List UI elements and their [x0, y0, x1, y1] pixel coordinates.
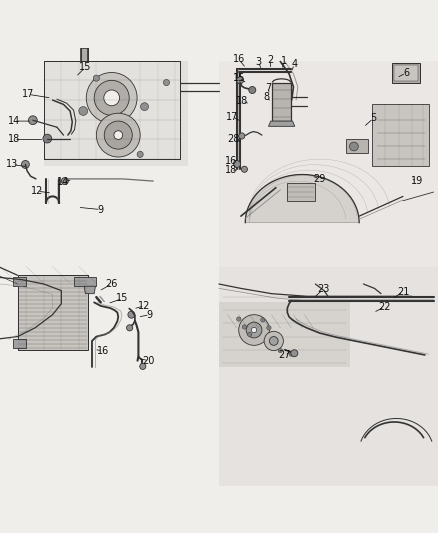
Text: 14: 14 — [8, 116, 20, 126]
Circle shape — [61, 177, 68, 184]
Text: 6: 6 — [403, 68, 409, 78]
Circle shape — [104, 121, 132, 149]
Circle shape — [278, 349, 283, 353]
Polygon shape — [219, 302, 350, 367]
Text: 26: 26 — [106, 279, 118, 289]
Circle shape — [128, 311, 135, 318]
Polygon shape — [394, 65, 418, 81]
Text: 12: 12 — [138, 301, 151, 311]
Polygon shape — [272, 83, 291, 121]
Text: 27: 27 — [279, 350, 291, 360]
Circle shape — [28, 116, 37, 125]
Text: 28: 28 — [228, 134, 240, 144]
Text: 16: 16 — [233, 54, 245, 64]
Text: 18: 18 — [8, 134, 20, 144]
Text: 8: 8 — [263, 92, 269, 102]
Polygon shape — [13, 278, 26, 286]
Polygon shape — [245, 174, 359, 223]
Text: 3: 3 — [255, 56, 261, 67]
Text: 17: 17 — [22, 90, 35, 99]
Polygon shape — [74, 278, 96, 286]
Circle shape — [96, 113, 140, 157]
Polygon shape — [219, 266, 438, 486]
Text: 15: 15 — [79, 62, 92, 72]
Text: 9: 9 — [147, 310, 153, 320]
Text: 16: 16 — [97, 345, 109, 356]
Text: 15: 15 — [117, 294, 129, 303]
Circle shape — [163, 79, 170, 86]
Circle shape — [267, 326, 271, 330]
Circle shape — [246, 322, 262, 338]
Text: 1: 1 — [281, 55, 287, 66]
Circle shape — [239, 133, 245, 139]
Circle shape — [291, 350, 298, 357]
Polygon shape — [372, 104, 429, 166]
Text: 5: 5 — [370, 114, 376, 124]
Text: 20: 20 — [143, 356, 155, 366]
Circle shape — [241, 166, 247, 172]
Text: 12: 12 — [31, 186, 43, 196]
Text: 14: 14 — [57, 177, 70, 187]
Text: 2: 2 — [267, 55, 273, 65]
Polygon shape — [346, 140, 368, 154]
Polygon shape — [81, 47, 88, 61]
Text: 22: 22 — [378, 302, 391, 312]
Circle shape — [94, 80, 129, 115]
Circle shape — [261, 318, 265, 322]
Circle shape — [93, 75, 99, 81]
Circle shape — [141, 103, 148, 110]
Circle shape — [140, 364, 146, 369]
Circle shape — [21, 160, 29, 168]
Circle shape — [43, 134, 52, 143]
Polygon shape — [287, 183, 315, 201]
Text: 17: 17 — [226, 112, 239, 122]
Text: 29: 29 — [314, 174, 326, 184]
Circle shape — [269, 336, 278, 345]
Circle shape — [350, 142, 358, 151]
Text: 9: 9 — [98, 205, 104, 215]
Text: 7: 7 — [265, 83, 271, 93]
Polygon shape — [44, 61, 188, 166]
Circle shape — [242, 325, 247, 329]
Polygon shape — [18, 275, 88, 350]
Circle shape — [114, 131, 123, 140]
Polygon shape — [13, 339, 26, 348]
Text: 13: 13 — [6, 159, 18, 169]
Circle shape — [251, 327, 257, 333]
Circle shape — [233, 160, 240, 167]
Circle shape — [247, 332, 252, 336]
Text: 4: 4 — [291, 59, 297, 69]
Polygon shape — [219, 61, 438, 266]
Text: 18: 18 — [236, 96, 248, 106]
Text: 23: 23 — [317, 284, 329, 294]
Text: 19: 19 — [411, 176, 423, 186]
Text: 21: 21 — [397, 287, 409, 297]
Polygon shape — [84, 286, 95, 294]
Text: 16: 16 — [225, 156, 237, 166]
Text: 15: 15 — [233, 73, 245, 83]
Circle shape — [239, 314, 269, 345]
Circle shape — [264, 332, 283, 351]
Circle shape — [127, 325, 133, 331]
Circle shape — [86, 72, 137, 123]
Text: 18: 18 — [225, 165, 237, 175]
Circle shape — [79, 107, 88, 115]
Circle shape — [289, 352, 293, 356]
Circle shape — [137, 151, 143, 157]
Polygon shape — [268, 121, 295, 126]
Circle shape — [237, 77, 244, 84]
Circle shape — [249, 86, 256, 93]
Circle shape — [104, 90, 120, 106]
Circle shape — [237, 317, 241, 321]
Polygon shape — [392, 63, 420, 83]
